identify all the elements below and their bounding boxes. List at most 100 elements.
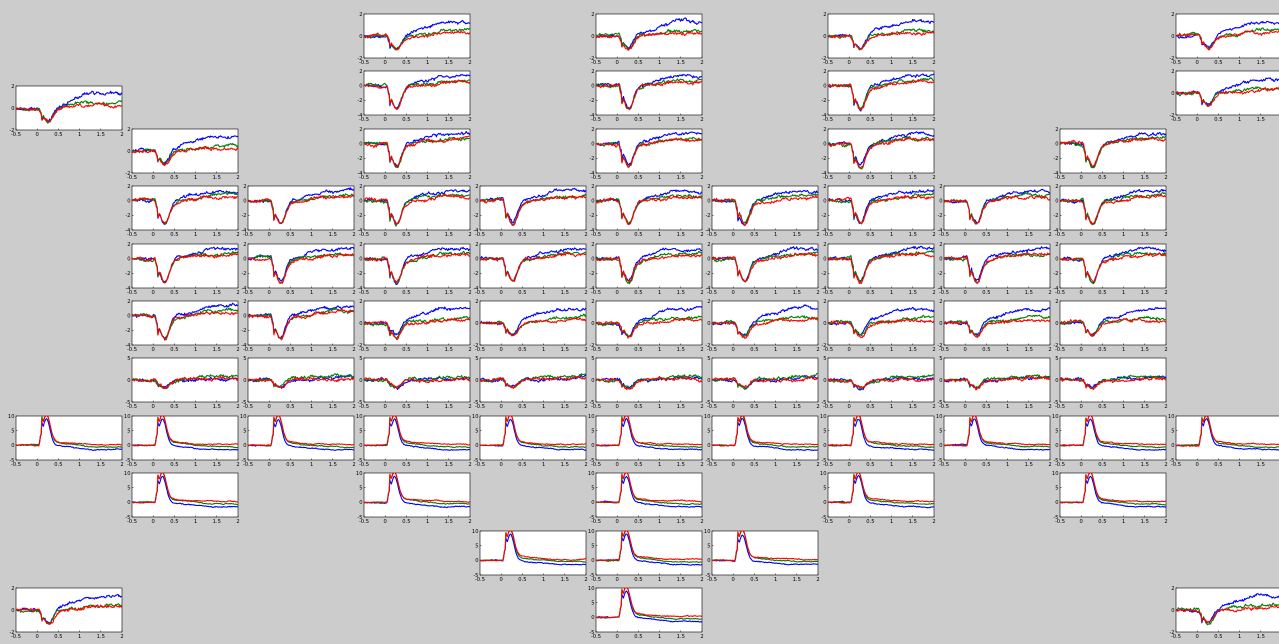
x-tick-label: 2 xyxy=(236,175,239,181)
y-tick-label: -2 xyxy=(241,271,246,277)
y-tick-label: -5 xyxy=(357,400,362,406)
y-tick-label: -2 xyxy=(1053,156,1058,162)
y-tick-label: -2 xyxy=(357,156,362,162)
y-tick-label: 0 xyxy=(823,199,826,205)
series-line-red xyxy=(131,376,239,390)
x-tick-label: 1 xyxy=(542,347,545,353)
series-line-blue xyxy=(247,305,355,339)
x-tick-label: -0.5 xyxy=(475,347,485,353)
x-tick-label: -0.5 xyxy=(359,290,369,296)
plot-area xyxy=(827,415,935,461)
y-tick-label: -4 xyxy=(821,285,827,291)
series-line-red xyxy=(131,415,239,447)
series-line-blue xyxy=(15,594,123,624)
y-tick-label: 0 xyxy=(707,321,710,327)
x-tick-label: 2 xyxy=(1048,290,1051,296)
x-tick-label: -0.5 xyxy=(591,404,601,410)
x-tick-label: 1 xyxy=(1006,347,1009,353)
x-tick-label: 1.5 xyxy=(445,60,453,66)
y-tick-label: -5 xyxy=(821,458,826,464)
x-tick-label: 1.5 xyxy=(329,290,337,296)
x-tick-label: 1.5 xyxy=(793,347,801,353)
y-tick-label: 0 xyxy=(359,378,362,384)
y-tick-label: 0 xyxy=(127,378,130,384)
x-tick-label: 1 xyxy=(426,290,429,296)
x-tick-label: 2 xyxy=(584,232,587,238)
y-tick-label: 5 xyxy=(1055,428,1058,434)
x-tick-label: 2 xyxy=(700,232,703,238)
x-tick-label: 2 xyxy=(816,232,819,238)
y-tick-label: 2 xyxy=(1055,184,1058,190)
y-tick-label: 0 xyxy=(475,443,478,449)
y-tick-label: 0 xyxy=(11,443,14,449)
x-tick-label: -0.5 xyxy=(243,347,253,353)
series-line-green xyxy=(827,415,935,448)
x-tick-label: 2 xyxy=(700,577,703,583)
series-line-red xyxy=(363,415,471,447)
x-tick-label: 2 xyxy=(932,117,935,123)
y-tick-label: 0 xyxy=(591,615,594,621)
series-line-red xyxy=(711,376,819,389)
y-tick-label: 10 xyxy=(8,414,15,420)
y-tick-label: -2 xyxy=(473,343,478,349)
y-tick-label: 10 xyxy=(588,471,595,477)
x-tick-label: 0 xyxy=(616,404,619,410)
y-tick-label: 2 xyxy=(475,299,478,305)
x-tick-label: 1 xyxy=(542,577,545,583)
y-tick-label: 2 xyxy=(823,69,826,75)
y-tick-label: -2 xyxy=(1053,271,1058,277)
y-tick-label: -2 xyxy=(1169,56,1174,62)
subplot-svg: -0.5 0 0.5 1 1.5 2 -5 0 5 10 xyxy=(704,414,820,468)
subplot-svg: -0.5 0 0.5 1 1.5 2 -5 0 5 10 xyxy=(820,471,936,525)
y-tick-label: 10 xyxy=(704,414,711,420)
y-tick-label: -4 xyxy=(357,171,363,177)
y-tick-label: 0 xyxy=(591,558,594,564)
y-tick-label: -4 xyxy=(821,228,827,234)
x-tick-label: 2 xyxy=(468,404,471,410)
x-tick-label: 1.5 xyxy=(1141,175,1149,181)
y-tick-label: 0 xyxy=(1055,321,1058,327)
y-tick-label: 5 xyxy=(475,428,478,434)
y-tick-label: 5 xyxy=(475,356,478,362)
x-tick-label: -0.5 xyxy=(939,232,949,238)
x-tick-label: 0.5 xyxy=(1098,519,1106,525)
x-tick-label: 1 xyxy=(542,404,545,410)
x-tick-label: 1.5 xyxy=(909,290,917,296)
x-tick-label: 0 xyxy=(964,462,967,468)
series-line-red xyxy=(1059,137,1167,167)
subplot-svg: -0.5 0 0.5 1 1.5 2 -4 -2 0 2 xyxy=(473,241,587,295)
x-tick-label: 0 xyxy=(500,232,503,238)
subplot-svg: -0.5 0 0.5 1 1.5 2 -4 -2 0 2 xyxy=(937,184,1051,238)
x-tick-label: 1 xyxy=(310,232,313,238)
x-tick-label: 2 xyxy=(1048,462,1051,468)
series-line-blue xyxy=(827,130,935,166)
y-tick-label: 0 xyxy=(11,608,14,614)
x-tick-label: 0.5 xyxy=(750,232,758,238)
y-tick-label: 2 xyxy=(823,127,826,133)
series-line-red xyxy=(944,415,1051,447)
x-tick-label: 1.5 xyxy=(97,462,105,468)
plot-area xyxy=(711,243,819,288)
y-tick-label: -4 xyxy=(937,285,943,291)
y-tick-label: 0 xyxy=(359,84,362,90)
series-line-red xyxy=(827,318,935,339)
y-tick-label: 5 xyxy=(475,543,478,549)
x-tick-label: 0 xyxy=(152,175,155,181)
series-line-green xyxy=(131,142,239,165)
x-tick-label: 1 xyxy=(890,347,893,353)
subplot-svg: -0.5 0 0.5 1 1.5 2 -4 -2 0 2 xyxy=(241,184,355,238)
y-tick-label: -5 xyxy=(125,515,130,521)
subplot: -0.5 0 0.5 1 1.5 2 -4 -2 0 2 xyxy=(356,184,476,242)
y-tick-label: -4 xyxy=(125,285,131,291)
x-tick-label: 2 xyxy=(468,519,471,525)
subplot: -0.5 0 0.5 1 1.5 2 -4 -2 0 2 xyxy=(124,241,244,300)
x-tick-label: 0 xyxy=(1080,347,1083,353)
subplot-svg: -0.5 0 0.5 1 1.5 2 -2 0 2 xyxy=(357,12,471,66)
y-tick-label: -4 xyxy=(821,113,827,119)
x-tick-label: 0.5 xyxy=(634,232,642,238)
